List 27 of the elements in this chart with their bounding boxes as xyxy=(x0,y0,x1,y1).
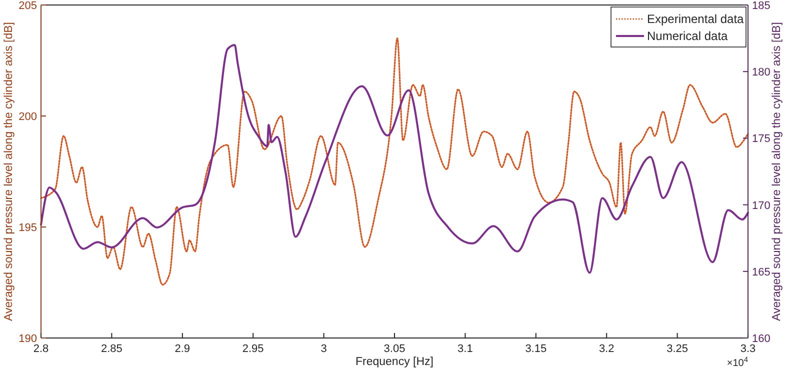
x-tick-label: 3.05 xyxy=(384,343,406,355)
x-tick-label: 2.95 xyxy=(242,343,264,355)
y2-axis-title: Averaged sound pressure level along the cylinder axis [dB] xyxy=(771,22,783,321)
y-tick-label: 205 xyxy=(18,0,37,12)
y2-tick-label: 165 xyxy=(752,266,770,278)
text: ×10$^{4}$ xyxy=(726,354,748,368)
y2-tick-label: 180 xyxy=(752,66,770,79)
y2-tick-label: 175 xyxy=(752,133,770,146)
y2-tick-label: 170 xyxy=(752,200,770,212)
x-tick-label: 3.1 xyxy=(458,343,473,355)
y2-tick-label: 185 xyxy=(752,0,770,12)
x-tick-label: 2.8 xyxy=(33,343,49,355)
y-axis-title: Averaged sound pressure level along the cylinder axis [dB] xyxy=(3,22,15,321)
legend-label: Numerical data xyxy=(647,29,728,43)
x-tick-label: 3.3 xyxy=(740,343,756,355)
x-tick-label: 3 xyxy=(320,343,327,355)
x-tick-label: 2.9 xyxy=(174,343,190,355)
legend-label: Experimental data xyxy=(647,12,744,26)
x-axis-title: Frequency [Hz] xyxy=(356,356,434,368)
y-tick-label: 200 xyxy=(18,111,37,123)
x-tick-label: 3.2 xyxy=(598,343,614,355)
x-tick-label: 3.15 xyxy=(525,343,547,355)
y-tick-label: 195 xyxy=(18,222,37,234)
y2-tick-label: 160 xyxy=(752,333,770,345)
x-tick-label: 3.25 xyxy=(666,343,688,355)
y-tick-label: 190 xyxy=(18,333,37,345)
x-tick-label: 2.85 xyxy=(100,343,122,355)
